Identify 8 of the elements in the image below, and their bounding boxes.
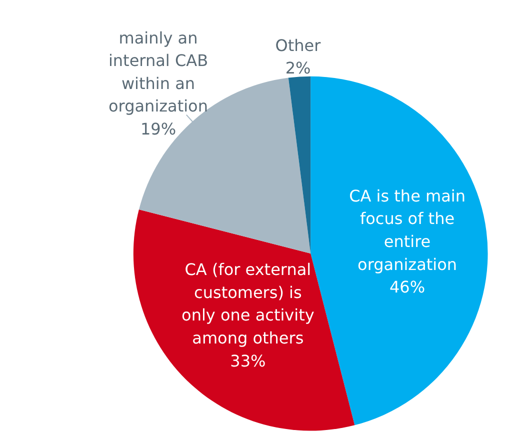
slice-label: CA (for external customers) is only one activity among others — [182, 260, 314, 348]
data-label: 33% — [230, 351, 266, 370]
slice-label: Other — [275, 36, 322, 55]
slice-label: CA is the main focus of the entire organization — [349, 186, 466, 274]
data-label: 46% — [389, 278, 426, 297]
data-label: 2% — [285, 58, 311, 78]
data-label: 19% — [140, 119, 176, 138]
slice-label: mainly an internal CAB within an organization — [108, 28, 208, 116]
